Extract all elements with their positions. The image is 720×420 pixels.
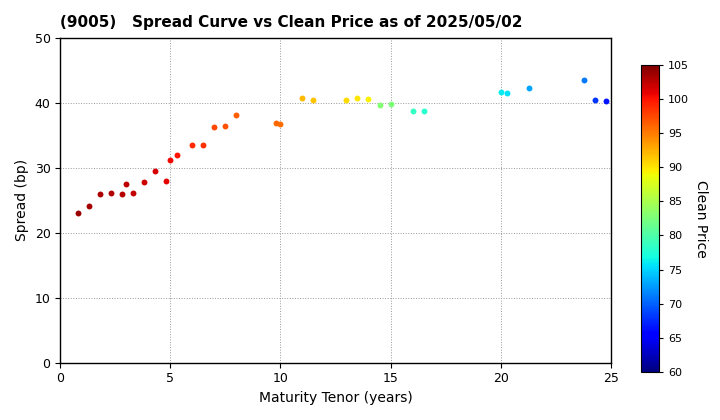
Point xyxy=(72,210,84,217)
Point xyxy=(149,168,161,175)
Point xyxy=(186,142,198,149)
Point xyxy=(578,77,590,84)
Point xyxy=(230,111,242,118)
Point xyxy=(171,152,183,158)
Point xyxy=(384,100,396,107)
Point xyxy=(501,90,513,97)
Point xyxy=(94,191,106,197)
Y-axis label: Clean Price: Clean Price xyxy=(694,179,708,257)
Point xyxy=(352,95,364,102)
Point xyxy=(341,97,352,103)
Point xyxy=(297,95,308,102)
Point xyxy=(600,98,612,105)
Point xyxy=(307,97,319,103)
Point xyxy=(363,96,374,102)
Point xyxy=(495,89,506,95)
Point xyxy=(374,102,385,108)
Point xyxy=(418,108,429,115)
X-axis label: Maturity Tenor (years): Maturity Tenor (years) xyxy=(258,391,413,405)
Point xyxy=(116,191,127,197)
Point xyxy=(165,157,176,163)
Point xyxy=(274,121,286,127)
Y-axis label: Spread (bp): Spread (bp) xyxy=(15,159,29,242)
Point xyxy=(407,108,418,115)
Point xyxy=(590,97,601,103)
Point xyxy=(220,122,231,129)
Point xyxy=(83,202,94,209)
Point xyxy=(197,142,209,149)
Point xyxy=(105,189,117,196)
Point xyxy=(127,189,139,196)
Point xyxy=(209,124,220,131)
Point xyxy=(120,181,132,188)
Point xyxy=(138,179,150,186)
Point xyxy=(270,119,282,126)
Point xyxy=(523,85,535,92)
Text: (9005)   Spread Curve vs Clean Price as of 2025/05/02: (9005) Spread Curve vs Clean Price as of… xyxy=(60,15,523,30)
Point xyxy=(160,178,171,184)
